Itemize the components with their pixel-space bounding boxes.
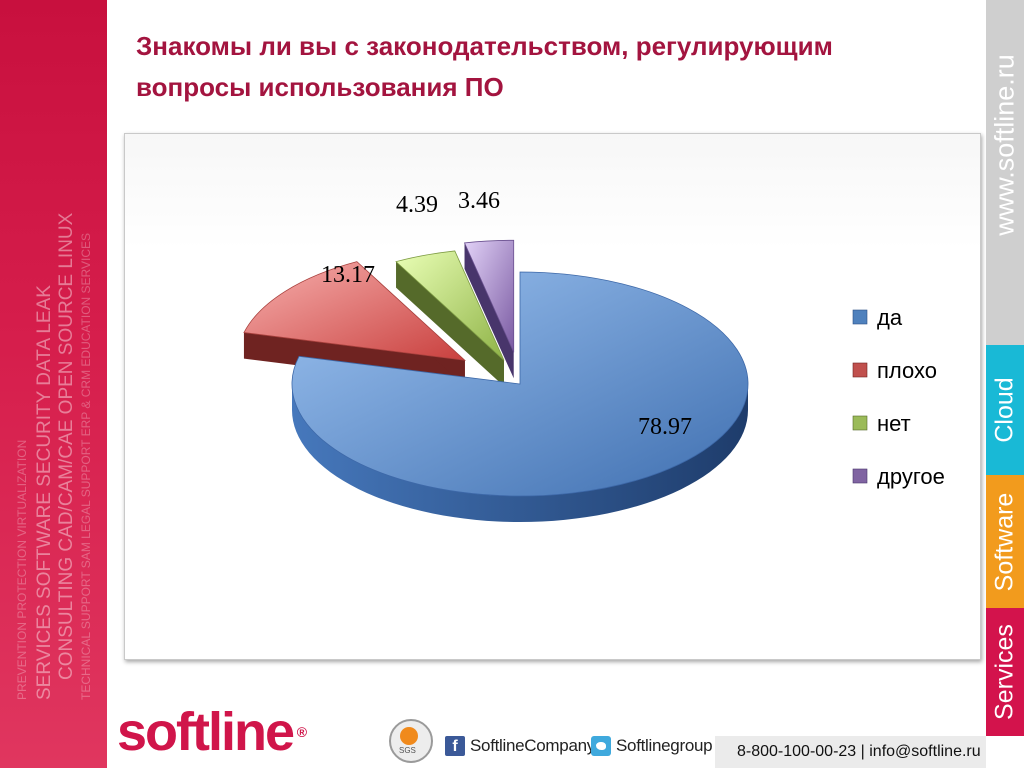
pie-slices	[243, 239, 749, 522]
sgs-certification-badge-icon: SGS	[389, 719, 433, 763]
band-line-3: TECHNICAL SUPPORT SAM LEGAL SUPPORT ERP …	[79, 233, 93, 700]
cloud-tab[interactable]: Cloud	[986, 345, 1024, 475]
services-tab-label: Services	[990, 624, 1019, 720]
band-line-1: SERVICES SOFTWARE SECURITY DATA LEAK	[34, 285, 55, 700]
site-url-label: www.softline.ru	[989, 54, 1020, 236]
band-line-2: CONSULTING CAD/CAM/CAE OPEN SOURCE LINUX	[56, 212, 77, 680]
legend-label-нет: нет	[877, 411, 911, 436]
facebook-icon: f	[445, 736, 465, 756]
legend-label-другое: другое	[877, 464, 945, 489]
footer: softline ® SGS f SoftlineCompany Softlin…	[107, 692, 986, 768]
legend-swatch-плохо	[852, 362, 868, 378]
cloud-tab-label: Cloud	[990, 377, 1019, 443]
right-side-tabs: www.softline.ru Cloud Software Services	[986, 0, 1024, 768]
softline-logo[interactable]: softline ®	[117, 702, 307, 762]
chart-legend: да плохо нет другое	[852, 305, 945, 489]
slide-title: Знакомы ли вы с законодательством, регул…	[136, 26, 966, 108]
software-tab[interactable]: Software	[986, 475, 1024, 608]
slice-другое	[463, 239, 515, 379]
site-url-tab[interactable]: www.softline.ru	[986, 0, 1024, 345]
slice-да	[291, 271, 749, 522]
slice-wall	[464, 242, 514, 379]
chart-panel: 78.97 13.17 4.39 3.46 да плохо нет другое	[124, 133, 981, 660]
services-tab[interactable]: Services	[986, 608, 1024, 736]
slice-top	[243, 261, 467, 361]
twitter-link[interactable]: Softlinegroup	[591, 735, 713, 757]
legend-swatch-нет	[852, 415, 868, 431]
slice-wall	[396, 261, 504, 387]
title-line-2: вопросы использования ПО	[136, 72, 504, 102]
slice-top	[463, 239, 515, 353]
data-label-плохо: 13.17	[321, 262, 375, 288]
legend-swatch-да	[852, 309, 868, 325]
registered-mark: ®	[296, 724, 308, 740]
twitter-label: Softlinegroup	[616, 736, 713, 755]
legend-swatch-другое	[852, 468, 868, 484]
slice-top	[395, 250, 505, 361]
left-decorative-band: SERVICES SOFTWARE SECURITY DATA LEAK CON…	[0, 0, 107, 768]
logo-text: softline	[117, 702, 295, 762]
pie-data-labels: 78.97 13.17 4.39 3.46	[321, 188, 692, 440]
legend-label-плохо: плохо	[877, 358, 937, 383]
slice-side	[292, 384, 748, 522]
data-label-нет: 4.39	[396, 192, 438, 218]
data-label-другое: 3.46	[458, 188, 500, 214]
slice-нет	[395, 250, 505, 387]
band-line-4: PREVENTION PROTECTION VIRTUALIZATION	[15, 440, 29, 700]
twitter-icon	[591, 736, 611, 756]
legend-label-да: да	[877, 305, 903, 330]
pie-chart: 78.97 13.17 4.39 3.46 да плохо нет другое	[243, 188, 945, 522]
facebook-link[interactable]: f SoftlineCompany	[445, 735, 595, 757]
software-tab-label: Software	[990, 492, 1019, 591]
check-icon	[400, 727, 418, 745]
sgs-badge-text: SGS	[399, 746, 416, 755]
slice-top	[291, 271, 749, 497]
data-label-да: 78.97	[638, 414, 692, 440]
contact-info: 8-800-100-00-23 | info@softline.ru	[715, 736, 986, 768]
band-words: SERVICES SOFTWARE SECURITY DATA LEAK CON…	[15, 212, 93, 700]
title-line-1: Знакомы ли вы с законодательством, регул…	[136, 31, 833, 61]
facebook-label: SoftlineCompany	[470, 736, 595, 755]
